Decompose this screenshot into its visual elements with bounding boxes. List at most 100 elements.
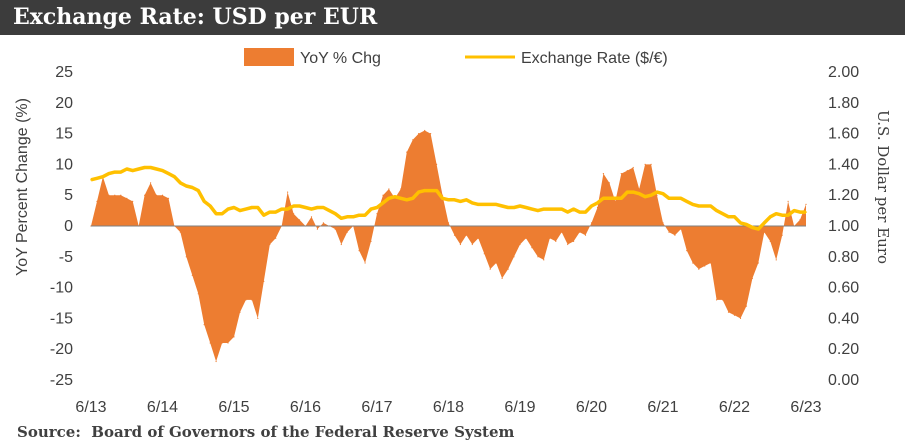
exchange-rate-point [471,202,474,204]
exchange-rate-point [537,209,539,212]
exchange-rate-point [465,199,468,201]
exchange-rate-point [233,206,235,209]
yoy-point [596,206,599,209]
exchange-rate-point [614,197,617,200]
chart-title: Exchange Rate: USD per EUR [0,0,905,35]
yoy-point [424,129,426,132]
exchange-rate-point [489,203,492,206]
yoy-point [501,277,503,279]
yoy-point [132,200,134,202]
yoy-point [656,194,658,196]
yoy-point [287,191,289,193]
exchange-rate-point [525,206,527,209]
exchange-rate-point [549,208,551,210]
yoy-point [245,299,247,301]
exchange-rate-point [346,216,349,218]
chart-plot: YoY % Chg Exchange Rate ($/€) 25 20 15 10 5 0… [14,48,892,416]
exchange-rate-point [459,200,462,203]
yoy-point [710,262,712,264]
yoy-point [775,259,777,261]
x-tick-label: 6/14 [147,399,178,416]
exchange-rate-point [555,208,557,210]
yoy-point [543,259,545,261]
right-tick-label: 0.80 [828,249,859,266]
yoy-point [346,231,348,233]
x-tick-label: 6/21 [647,399,678,416]
exchange-rate-point [120,171,122,173]
yoy-point [513,256,515,258]
yoy-point [114,194,116,196]
exchange-rate-point [364,214,366,216]
x-tick-label: 6/16 [290,399,321,416]
yoy-point [608,182,611,184]
exchange-rate-point [501,205,503,207]
yoy-point [370,240,372,242]
yoy-point [334,228,336,230]
exchange-rate-point [149,166,152,169]
right-tick-label: 1.60 [828,126,859,143]
yoy-point [531,247,533,249]
exchange-rate-point [739,222,742,224]
exchange-rate-point [263,214,265,216]
left-tick-label: -25 [50,372,73,389]
x-tick-label: 6/22 [719,399,750,416]
exchange-rate-point [155,168,158,170]
x-axis-ticks: 6/13 6/14 6/15 6/16 6/17 6/18 6/19 6/20 6/21 6/22… [75,399,821,416]
exchange-rate-point [304,206,307,209]
exchange-rate-point [429,189,432,192]
yoy-point [209,342,211,344]
exchange-rate-point [787,214,789,216]
yoy-point [203,324,205,326]
left-tick-label: -15 [50,310,73,327]
yoy-point [757,262,759,264]
legend-label-rate: Exchange Rate ($/€) [521,50,668,67]
yoy-point [150,182,152,184]
yoy-point [584,234,587,236]
yoy-point [376,213,378,215]
right-tick-label: 1.20 [828,187,859,204]
exchange-rate-point [560,208,563,210]
exchange-rate-point [334,212,337,215]
exchange-rate-point [340,217,343,220]
exchange-rate-point [763,222,766,224]
exchange-rate-point [126,168,128,170]
left-tick-label: 0 [64,218,73,235]
exchange-rate-point [638,192,640,195]
yoy-point [322,222,324,224]
yoy-point [614,200,616,202]
exchange-rate-series [90,165,807,231]
exchange-rate-line [90,165,806,231]
exchange-rate-point [423,189,426,192]
exchange-rate-point [805,211,807,213]
yoy-point [453,234,456,236]
exchange-rate-point [143,166,146,169]
exchange-rate-point [441,197,444,200]
exchange-rate-point [483,203,486,206]
exchange-rate-point [316,206,319,209]
yoy-point [632,166,634,169]
exchange-rate-point [203,200,205,203]
exchange-rate-point [310,208,313,210]
exchange-rate-point [543,208,545,210]
exchange-rate-point [727,216,730,218]
yoy-point [161,194,164,196]
exchange-rate-point [769,216,772,218]
yoy-point [340,243,342,246]
exchange-rate-point [757,228,760,230]
exchange-rate-point [185,185,188,187]
exchange-rate-point [394,195,396,198]
left-tick-label: 15 [55,126,73,143]
exchange-rate-point [632,191,634,193]
yoy-point [382,194,384,196]
exchange-rate-point [131,169,134,172]
exchange-rate-point [775,212,777,215]
right-tick-label: 2.00 [828,64,859,81]
yoy-point [293,213,295,215]
yoy-point [781,234,783,236]
yoy-point [573,240,575,242]
exchange-rate-point [269,211,271,213]
yoy-point [590,222,593,224]
right-tick-label: 1.80 [828,95,859,112]
yoy-point [144,194,146,196]
exchange-rate-point [227,208,229,210]
